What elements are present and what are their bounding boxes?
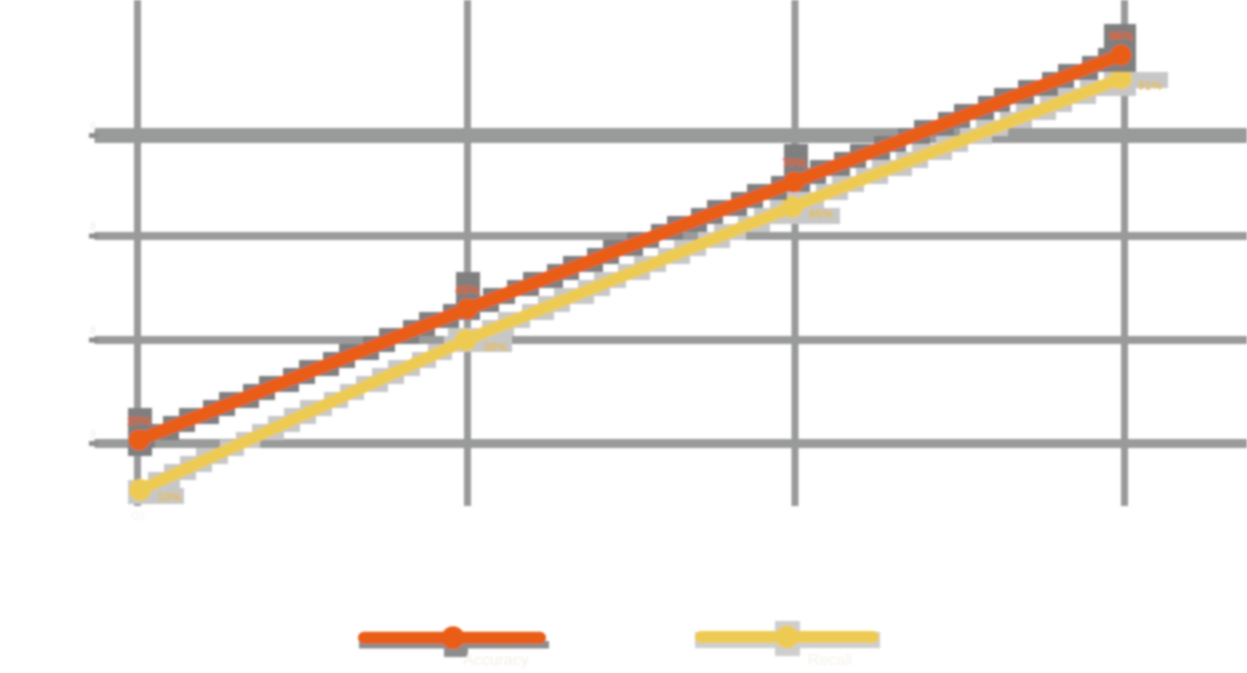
svg-text:10%: 10% [157, 490, 181, 504]
svg-text:38%: 38% [483, 340, 507, 354]
svg-text:20%: 20% [127, 414, 151, 428]
svg-text:8: 8 [90, 121, 96, 133]
svg-text:Recall: Recall [808, 652, 852, 669]
svg-text:70%: 70% [782, 156, 806, 170]
svg-text:8: 8 [90, 221, 96, 233]
svg-text:8: 8 [90, 429, 96, 441]
svg-text:8: 8 [90, 325, 96, 337]
svg-text:65%: 65% [809, 207, 833, 221]
svg-text:91%: 91% [1138, 79, 1162, 93]
svg-text:Q1: Q1 [131, 510, 146, 522]
svg-text:Accuracy: Accuracy [463, 652, 529, 669]
svg-text:96%: 96% [1109, 29, 1133, 43]
svg-text:45%: 45% [455, 283, 479, 297]
